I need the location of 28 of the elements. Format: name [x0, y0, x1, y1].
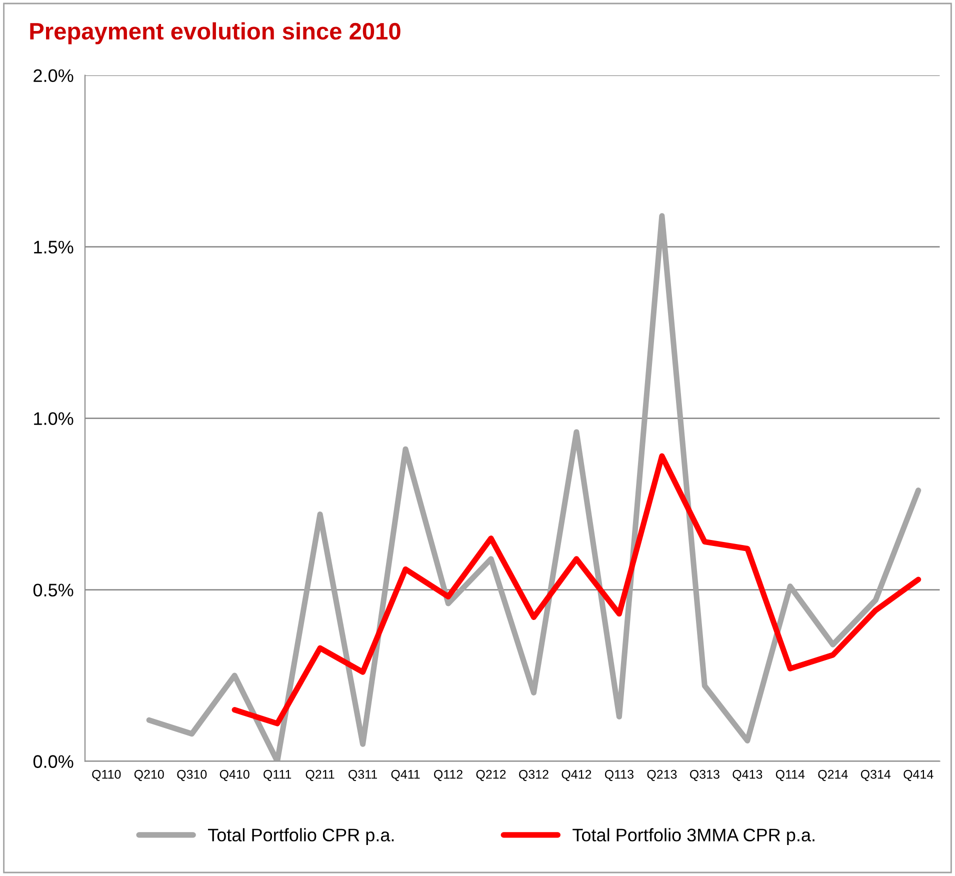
- x-tick-label: Q314: [860, 770, 891, 781]
- legend-label: Total Portfolio CPR p.a.: [208, 828, 394, 845]
- legend-label: Total Portfolio 3MMA CPR p.a.: [572, 828, 814, 845]
- x-tick-label: Q313: [690, 770, 720, 781]
- x-tick-label: Q211: [306, 770, 334, 781]
- x-tick-label: Q310: [177, 770, 207, 781]
- y-tick-label: 0.5%: [33, 584, 74, 596]
- y-tick-label: 2.0%: [34, 69, 74, 82]
- x-tick-label: Q213: [647, 770, 677, 781]
- x-tick-label: Q414: [904, 770, 934, 781]
- x-tick-label: Q111: [264, 770, 292, 781]
- y-tick-label: 0.0%: [33, 755, 74, 768]
- x-tick-label: Q312: [519, 770, 548, 781]
- x-tick-label: Q114: [776, 770, 805, 781]
- x-tick-label: Q112: [434, 770, 462, 781]
- x-tick-label: Q412: [562, 770, 592, 781]
- x-tick-label: Q413: [732, 770, 762, 781]
- x-tick-label: Q311: [348, 770, 377, 781]
- chart-title: Prepayment evolution since 2010: [30, 22, 400, 44]
- y-tick-label: 1.5%: [34, 240, 74, 254]
- y-tick-label: 1.0%: [34, 412, 74, 426]
- x-tick-label: Q110: [92, 770, 121, 781]
- x-tick-label: Q113: [604, 770, 634, 781]
- x-tick-label: Q411: [391, 770, 420, 781]
- x-tick-label: Q214: [818, 770, 848, 781]
- x-tick-label: Q410: [220, 770, 250, 781]
- x-tick-label: Q210: [134, 770, 164, 781]
- x-tick-label: Q212: [476, 770, 506, 781]
